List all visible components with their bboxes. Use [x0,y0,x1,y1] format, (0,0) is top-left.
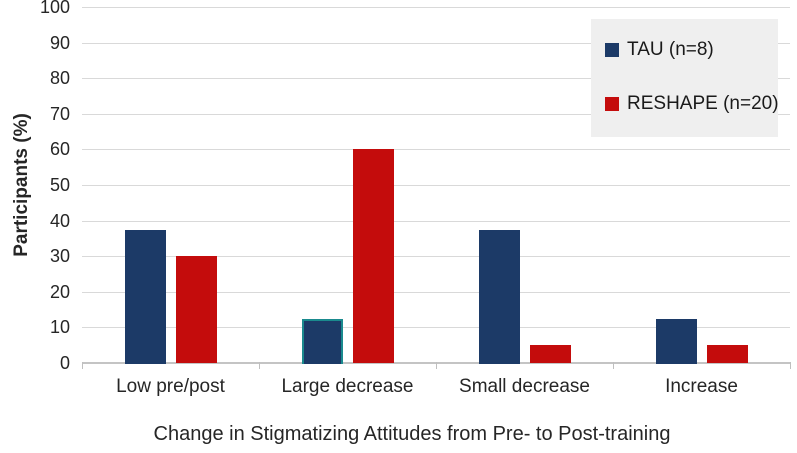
x-axis-tick [613,362,614,369]
gridline-100 [82,7,790,8]
x-tick-label: Small decrease [459,376,590,397]
legend-label: RESHAPE (n=20) [627,93,779,114]
legend-swatch-icon [605,97,619,111]
y-tick-label: 0 [59,353,70,373]
y-tick-label: 50 [49,175,70,195]
x-axis-tick [82,362,83,369]
y-tick-label: 70 [49,104,70,124]
gridline-10 [82,327,790,328]
bar-reshape-n-20-large-decrease [353,149,394,363]
y-tick-label: 100 [39,0,70,17]
y-tick-label: 60 [49,139,70,159]
x-axis-tick [436,362,437,369]
y-tick-label: 40 [49,211,70,231]
y-tick-label: 90 [49,33,70,53]
bar-tau-n-8-low-pre-post [125,230,166,364]
gridline-20 [82,292,790,293]
bar-tau-n-8-increase [656,319,697,364]
y-tick-label: 80 [49,68,70,88]
y-tick-label: 10 [49,317,70,337]
gridline-30 [82,256,790,257]
gridline-90 [82,43,790,44]
x-axis-title: Change in Stigmatizing Attitudes from Pr… [153,423,671,445]
bar-reshape-n-20-low-pre-post [176,256,217,363]
bar-tau-n-8-large-decrease [302,319,343,364]
bar-reshape-n-20-increase [707,345,748,363]
bar-reshape-n-20-small-decrease [530,345,571,363]
gridline-40 [82,221,790,222]
bar-tau-n-8-small-decrease [479,230,520,364]
x-axis-tick [259,362,260,369]
gridline-80 [82,78,790,79]
y-tick-label: 20 [49,282,70,302]
legend-swatch-icon [605,43,619,57]
gridline-60 [82,149,790,150]
x-axis-tick [790,362,791,369]
legend-label: TAU (n=8) [627,39,714,60]
x-tick-label: Low pre/post [116,376,225,397]
gridline-50 [82,185,790,186]
x-tick-label: Increase [665,376,738,397]
legend: TAU (n=8) RESHAPE (n=20) [591,19,779,137]
x-tick-label: Large decrease [281,376,414,397]
legend-entry-reshape-n-20: RESHAPE (n=20) [605,93,779,115]
y-tick-label: 30 [49,246,70,266]
gridline-70 [82,114,790,115]
legend-entry-tau-n-8: TAU (n=8) [605,39,778,61]
